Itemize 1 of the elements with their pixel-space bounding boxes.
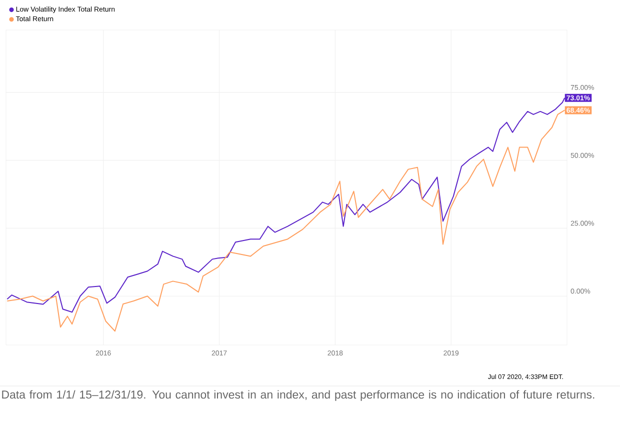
- text: Data from 1/1/ 15–12/31/19. You cannot invest in an index, and past performance is no indication of future returns.: [2, 390, 594, 401]
